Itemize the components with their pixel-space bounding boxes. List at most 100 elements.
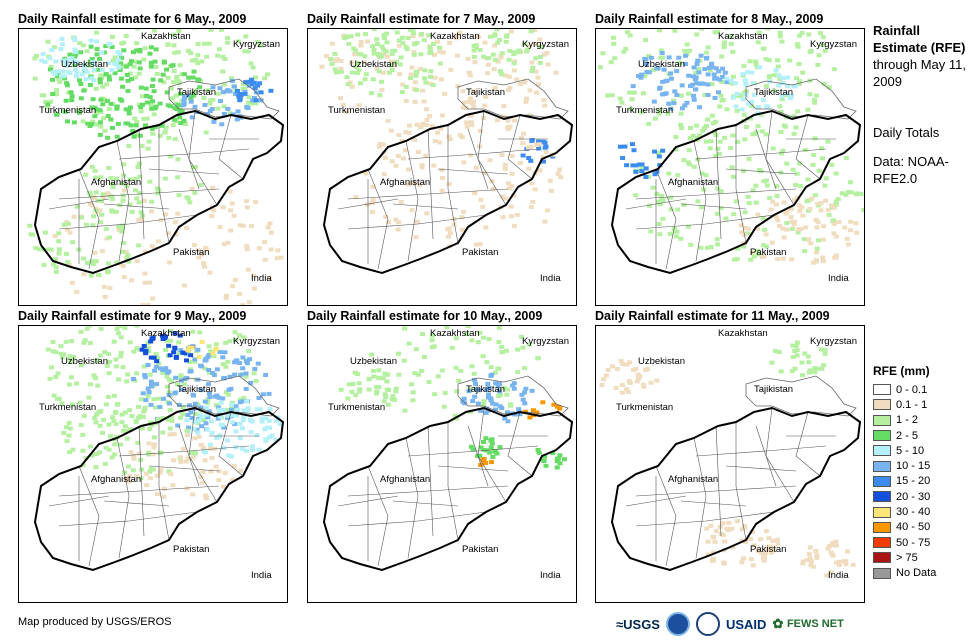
rain-cell [113,357,119,362]
rain-cell [227,374,233,379]
rain-cell [108,175,114,180]
rain-cell [666,55,672,60]
rain-cell [150,99,155,104]
rain-cell [229,420,235,425]
province-boundary [625,198,687,210]
rain-cell [816,168,822,173]
rain-cell [493,381,499,386]
rain-cell [402,148,408,153]
rain-cell [471,377,477,382]
rain-cell [413,73,419,78]
legend-swatch [873,430,891,442]
legend-label: 2 - 5 [896,429,919,442]
rain-cell [708,139,714,144]
rain-cell [237,223,243,228]
rain-cell [262,76,268,81]
rain-cell [496,340,502,344]
rain-cell [627,33,633,38]
rain-cell [196,434,202,439]
rainfall-map: Kazakhstan Kyrgyzstan Uzbekistan Tajikistan… [18,325,288,603]
rain-cell [168,329,174,333]
rain-cell [530,65,536,70]
rain-cell [113,176,119,181]
rain-cell [201,418,207,422]
province-boundary [427,425,434,537]
rain-cell [741,524,747,529]
rain-cell [192,436,198,441]
rain-cell [733,104,739,109]
rain-cell [229,454,234,459]
rain-cell [453,36,459,41]
rain-cell [709,82,715,87]
rain-cell [383,395,389,400]
rain-cell [794,353,800,358]
rain-cell [101,97,107,102]
rain-cell [353,65,359,69]
rain-cell [191,393,196,398]
rain-cell [414,88,420,92]
rain-cell [705,245,710,250]
rain-cell [181,98,187,103]
rain-cell [833,199,839,204]
rain-cell [733,199,739,204]
province-boundary [680,203,747,210]
rain-cell [423,80,429,85]
rain-cell [403,99,409,103]
rain-cell [625,390,631,394]
rain-cell [492,370,498,375]
rain-cell [165,370,171,375]
rain-cell [173,390,179,395]
rain-cell [73,52,79,57]
rain-cell [817,31,823,36]
rain-cell [481,440,486,444]
rain-cell [222,350,228,355]
rain-cell [54,112,60,117]
rain-cell [222,57,228,61]
legend-item: 1 - 2 [873,413,973,428]
rain-cell [503,34,509,39]
legend-item: 40 - 50 [873,520,973,535]
rain-cell [218,400,224,405]
legend-label: > 75 [896,551,918,564]
rain-cell [818,347,824,352]
rain-cell [814,555,820,560]
rain-cell [530,199,536,204]
legend-label: 30 - 40 [896,506,931,519]
rain-cell [784,209,790,214]
rain-cell [609,364,615,369]
rain-cell [146,280,152,285]
rain-cell [220,54,226,59]
country-label-afghanistan: Afghanistan [380,177,431,188]
rain-cell [170,483,176,488]
rain-cell [240,366,246,371]
rain-cell [660,79,666,84]
rain-cell [376,376,382,381]
rain-cell [657,163,663,168]
rain-cell [199,424,205,429]
rain-cell [101,116,106,121]
rain-cell [503,39,509,44]
rain-cell [250,65,256,70]
rain-cell [152,368,158,373]
rain-cell [702,93,708,97]
rain-cell [429,338,435,343]
rain-cell [178,373,184,378]
rain-cell [175,102,181,107]
rain-cell [193,165,198,170]
rain-cell [420,332,425,337]
rain-cell [181,283,187,288]
rain-cell [821,363,827,368]
rain-cell [120,264,126,268]
rain-cell [801,237,807,242]
tajikistan-boundary [745,78,857,120]
legend-swatch [873,475,891,487]
rain-cell [522,80,528,85]
rain-cell [205,415,211,420]
rain-cell [168,414,174,419]
rain-cell [62,109,68,114]
rain-cell [195,430,201,435]
rain-cell [94,47,100,52]
rain-cell [515,370,521,375]
rain-cell [398,55,404,60]
rain-cell [186,425,191,430]
